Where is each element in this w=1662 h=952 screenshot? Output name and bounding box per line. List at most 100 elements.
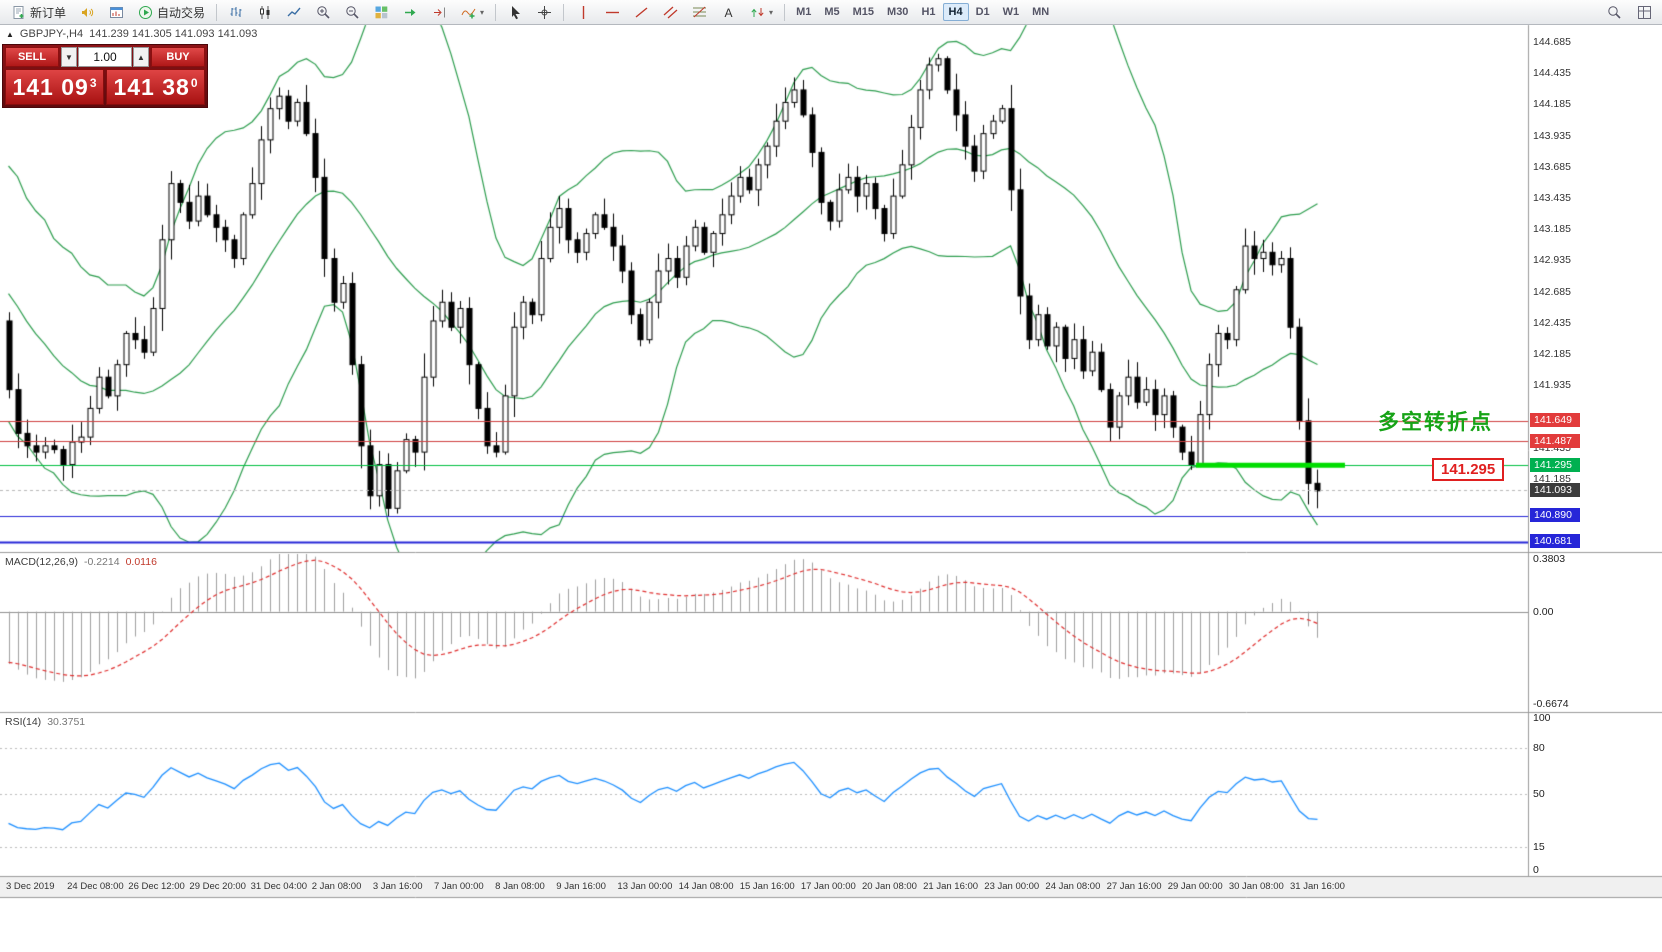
time-axis-label: 31 Jan 16:00 — [1290, 881, 1345, 892]
price-level-flag[interactable]: 141.295 — [1432, 458, 1505, 481]
crosshair-button[interactable] — [530, 2, 558, 23]
zoom-out-icon — [344, 4, 360, 20]
fibonacci-icon — [691, 4, 707, 20]
new-order-icon — [10, 4, 26, 20]
timeframe-m5-button[interactable]: M5 — [818, 3, 845, 21]
timeframe-m30-button[interactable]: M30 — [881, 3, 914, 21]
line-chart-button[interactable] — [280, 2, 308, 23]
symbol-info: ▲ GBPJPY-,H4 141.239 141.305 141.093 141… — [6, 28, 257, 40]
price-tick: 143.935 — [1533, 129, 1571, 142]
rsi-scale-100: 100 — [1533, 712, 1551, 724]
timeframe-m15-button[interactable]: M15 — [847, 3, 880, 21]
price-line-badge: 141.649 — [1530, 413, 1580, 428]
time-axis-label: 30 Jan 08:00 — [1228, 881, 1284, 892]
autotrading-button[interactable]: 自动交易 — [131, 2, 211, 23]
indicators-icon — [460, 4, 476, 20]
timeframe-w1-button[interactable]: W1 — [997, 3, 1026, 21]
auto-scroll-button[interactable] — [396, 2, 424, 23]
price-tick: 143.185 — [1533, 223, 1571, 236]
time-axis-label: 21 Jan 16:00 — [923, 881, 979, 892]
buy-price-button[interactable]: 141 38 0 — [106, 69, 205, 105]
time-axis-label: 23 Jan 00:00 — [984, 881, 1040, 892]
time-axis-label: 7 Jan 00:00 — [434, 881, 484, 892]
macd-scale-zero: 0.00 — [1533, 605, 1554, 618]
macd-scale-bottom: -0.6674 — [1533, 698, 1569, 710]
zoom-in-button[interactable] — [309, 2, 337, 23]
text-icon: A — [720, 4, 736, 20]
crosshair-icon — [536, 4, 552, 20]
volume-input[interactable]: 1.00 — [78, 47, 132, 67]
buy-price-sup: 0 — [190, 76, 198, 90]
price-tick: 141.185 — [1533, 472, 1571, 485]
rsi-name: RSI(14) — [5, 716, 42, 728]
price-line-badge: 140.681 — [1530, 534, 1580, 549]
toolbar-separator — [495, 3, 497, 21]
price-tick: 144.685 — [1533, 35, 1571, 48]
sound-icon — [79, 4, 95, 20]
buy-button[interactable]: BUY — [151, 47, 205, 67]
collapse-arrow-icon[interactable]: ▲ — [6, 29, 14, 39]
timeframe-m1-button[interactable]: M1 — [790, 3, 817, 21]
arrows-button[interactable]: ▾ — [743, 2, 779, 23]
macd-value: -0.2214 — [83, 556, 120, 568]
chart-shift-button[interactable] — [425, 2, 453, 23]
volume-down-button[interactable]: ▼ — [61, 47, 77, 67]
vertical-line-button[interactable] — [569, 2, 597, 23]
timeframe-d1-button[interactable]: D1 — [970, 3, 996, 21]
cursor-icon — [507, 4, 523, 20]
price-tick: 144.185 — [1533, 98, 1571, 111]
tile-windows-button[interactable] — [367, 2, 395, 23]
market-watch-icon — [108, 4, 124, 20]
new-order-button[interactable]: 新订单 — [4, 2, 72, 23]
sell-button[interactable]: SELL — [5, 47, 59, 67]
macd-header: MACD(12,26,9) -0.2214 0.0116 — [5, 556, 157, 568]
candlestick-chart-button[interactable] — [251, 2, 279, 23]
trendline-button[interactable] — [627, 2, 655, 23]
trendline-icon — [633, 4, 649, 20]
time-axis-label: 8 Jan 08:00 — [495, 881, 545, 892]
volume-stepper: ▼ 1.00 ▲ — [61, 47, 149, 67]
horizontal-line-button[interactable] — [598, 2, 626, 23]
timeframe-h1-button[interactable]: H1 — [915, 3, 941, 21]
price-line-badge: 141.295 — [1530, 457, 1580, 472]
time-axis-label: 29 Dec 20:00 — [189, 881, 246, 892]
indicators-button[interactable]: ▾ — [454, 2, 490, 23]
text-button[interactable]: A — [714, 2, 742, 23]
layout-grid-icon — [1636, 4, 1652, 20]
auto-scroll-icon — [402, 4, 418, 20]
line-chart-icon — [286, 4, 302, 20]
toolbar-separator — [784, 3, 786, 21]
timeframe-mn-button[interactable]: MN — [1026, 3, 1055, 21]
price-tick: 142.935 — [1533, 254, 1571, 267]
price-line-badge: 141.487 — [1530, 433, 1580, 448]
new-order-label: 新订单 — [30, 5, 67, 20]
horizontal-line-icon — [604, 4, 620, 20]
time-axis-label: 3 Dec 2019 — [6, 881, 55, 892]
price-tick: 142.685 — [1533, 285, 1571, 298]
sell-price: 141 09 — [12, 73, 89, 100]
bar-chart-button[interactable] — [222, 2, 250, 23]
fibonacci-button[interactable] — [685, 2, 713, 23]
autotrading-icon — [137, 4, 153, 20]
toolbar-separator — [216, 3, 218, 21]
time-axis-label: 17 Jan 00:00 — [800, 881, 856, 892]
indicators-caret-icon: ▾ — [480, 7, 485, 17]
layout-button[interactable] — [1630, 2, 1658, 23]
bar-chart-icon — [228, 4, 244, 20]
sell-price-sup: 3 — [89, 76, 97, 90]
price-tick: 143.685 — [1533, 160, 1571, 173]
timeframe-h4-button[interactable]: H4 — [942, 3, 969, 21]
zoom-out-button[interactable] — [338, 2, 366, 23]
sound-button[interactable] — [73, 2, 101, 23]
channel-button[interactable] — [656, 2, 684, 23]
cursor-button[interactable] — [501, 2, 529, 23]
sell-price-button[interactable]: 141 09 3 — [5, 69, 104, 105]
rsi-scale-0: 0 — [1533, 864, 1539, 876]
market-watch-button[interactable] — [102, 2, 130, 23]
rsi-scale-15: 15 — [1533, 841, 1545, 854]
svg-text:A: A — [724, 6, 732, 20]
search-button[interactable] — [1600, 2, 1628, 23]
time-axis-label: 15 Jan 16:00 — [739, 881, 795, 892]
volume-up-button[interactable]: ▲ — [133, 47, 149, 67]
